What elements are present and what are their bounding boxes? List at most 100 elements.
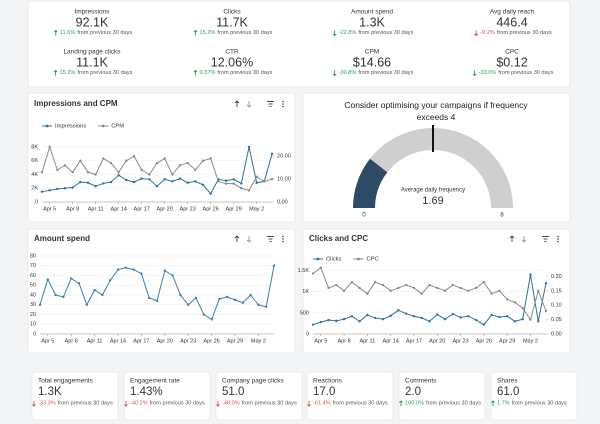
change-text: -9.2% from previous 30 days [480, 30, 552, 36]
kpi-value: 1.3K [359, 15, 385, 29]
more-icon[interactable] [282, 105, 284, 108]
x-tick-label: Apr 20 [429, 338, 445, 344]
data-point [389, 314, 392, 317]
data-point [428, 283, 431, 287]
change-text: -48.0% from previous 30 days [222, 401, 297, 407]
change-note: from previous 30 days [242, 401, 297, 407]
data-point [209, 192, 212, 195]
more-icon[interactable] [557, 240, 559, 243]
data-point [405, 283, 408, 287]
more-icon[interactable] [282, 100, 284, 103]
x-tick-label: Apr 26 [203, 206, 219, 212]
engagement-card [490, 371, 578, 421]
more-icon[interactable] [557, 238, 559, 240]
more-icon[interactable] [282, 238, 284, 240]
change-text: 0.37% from previous 30 days [200, 70, 273, 76]
y-tick-label: 0 [35, 199, 38, 205]
x-tick-label: May 2 [249, 206, 264, 212]
more-icon[interactable] [557, 235, 559, 238]
chart-menu[interactable] [234, 235, 284, 243]
data-point [350, 280, 354, 284]
chart-menu[interactable] [234, 100, 284, 108]
sort-down-icon[interactable] [246, 101, 252, 108]
more-icon[interactable] [282, 103, 284, 105]
more-icon[interactable] [282, 240, 284, 243]
data-point [226, 295, 229, 299]
data-point [263, 180, 266, 183]
sort-up-icon[interactable] [234, 235, 240, 242]
data-point [79, 180, 82, 184]
kpi-label: Amount spend [351, 9, 393, 16]
y2-tick-label: 0.00 [551, 331, 562, 337]
x-tick-label: Apr 8 [65, 338, 78, 344]
data-point [366, 292, 369, 295]
legend-dot [101, 124, 105, 128]
change-note: from previous 30 days [497, 30, 552, 36]
filter-icon[interactable] [542, 236, 549, 242]
change-note: from previous 30 days [333, 401, 388, 407]
gauge-title: Consider optimising your campaigns if fr… [344, 100, 528, 122]
y-tick-label: 0 [306, 331, 309, 337]
data-point [62, 295, 65, 299]
sort-down-icon[interactable] [521, 236, 527, 243]
change-value: -48.0% [222, 401, 240, 407]
gauge-min: 0 [362, 213, 366, 219]
data-point [451, 283, 454, 287]
kpi-value: 92.1K [76, 15, 109, 29]
data-point [155, 184, 159, 188]
filter-icon[interactable] [267, 101, 274, 107]
sort-up-icon[interactable] [234, 100, 240, 107]
data-point [358, 286, 361, 290]
x-tick-label: Apr 26 [476, 338, 492, 344]
y-tick-label: 40 [30, 292, 36, 298]
engagement-label: Reactions [313, 378, 343, 385]
data-point [350, 315, 354, 318]
data-point [467, 289, 470, 292]
gauge-max: 8 [500, 213, 504, 219]
data-point [513, 301, 517, 304]
legend-dot [357, 257, 360, 261]
data-point [412, 315, 416, 318]
kpi-value: 11.7K [216, 15, 248, 29]
data-point [482, 323, 486, 326]
data-point [459, 286, 462, 290]
data-point [38, 303, 42, 306]
data-point [109, 161, 113, 165]
engagement-label: Shares [497, 378, 518, 385]
sort-up-icon[interactable] [509, 235, 515, 242]
data-point [505, 298, 509, 301]
data-point [420, 316, 423, 320]
change-text: -33.3% from previous 30 days [38, 401, 113, 407]
data-point [163, 157, 166, 160]
sort-down-icon[interactable] [246, 236, 252, 243]
chart-menu[interactable] [509, 235, 559, 243]
x-tick-label: Apr 5 [41, 338, 54, 344]
trend-arrow [307, 400, 311, 407]
engagement-value: 51.0 [222, 386, 244, 398]
kpi-value: 11.1K [76, 55, 108, 69]
change-note: from previous 30 days [77, 70, 132, 76]
trend-arrow [491, 400, 495, 407]
data-point [247, 189, 251, 192]
data-point [373, 316, 377, 320]
data-point [490, 292, 493, 295]
data-point [270, 152, 274, 156]
data-point [428, 320, 431, 323]
y-tick-label: 8K [31, 144, 38, 150]
y-tick-label: 6K [31, 158, 38, 164]
kpi-label: CPC [505, 49, 519, 56]
data-point [178, 164, 182, 167]
change-value: -61.4% [313, 401, 331, 407]
filter-icon[interactable] [267, 236, 274, 242]
data-point [405, 312, 408, 315]
more-icon[interactable] [282, 235, 284, 238]
engagement-card [215, 371, 303, 421]
data-point [224, 179, 228, 182]
change-value: 0.37% [200, 70, 216, 76]
data-point [94, 184, 97, 188]
y2-tick-label: 0.00 [277, 199, 288, 205]
data-point [155, 161, 159, 165]
chart-card [27, 92, 296, 223]
change-text: -61.4% from previous 30 days [313, 401, 388, 407]
data-point [498, 289, 501, 292]
